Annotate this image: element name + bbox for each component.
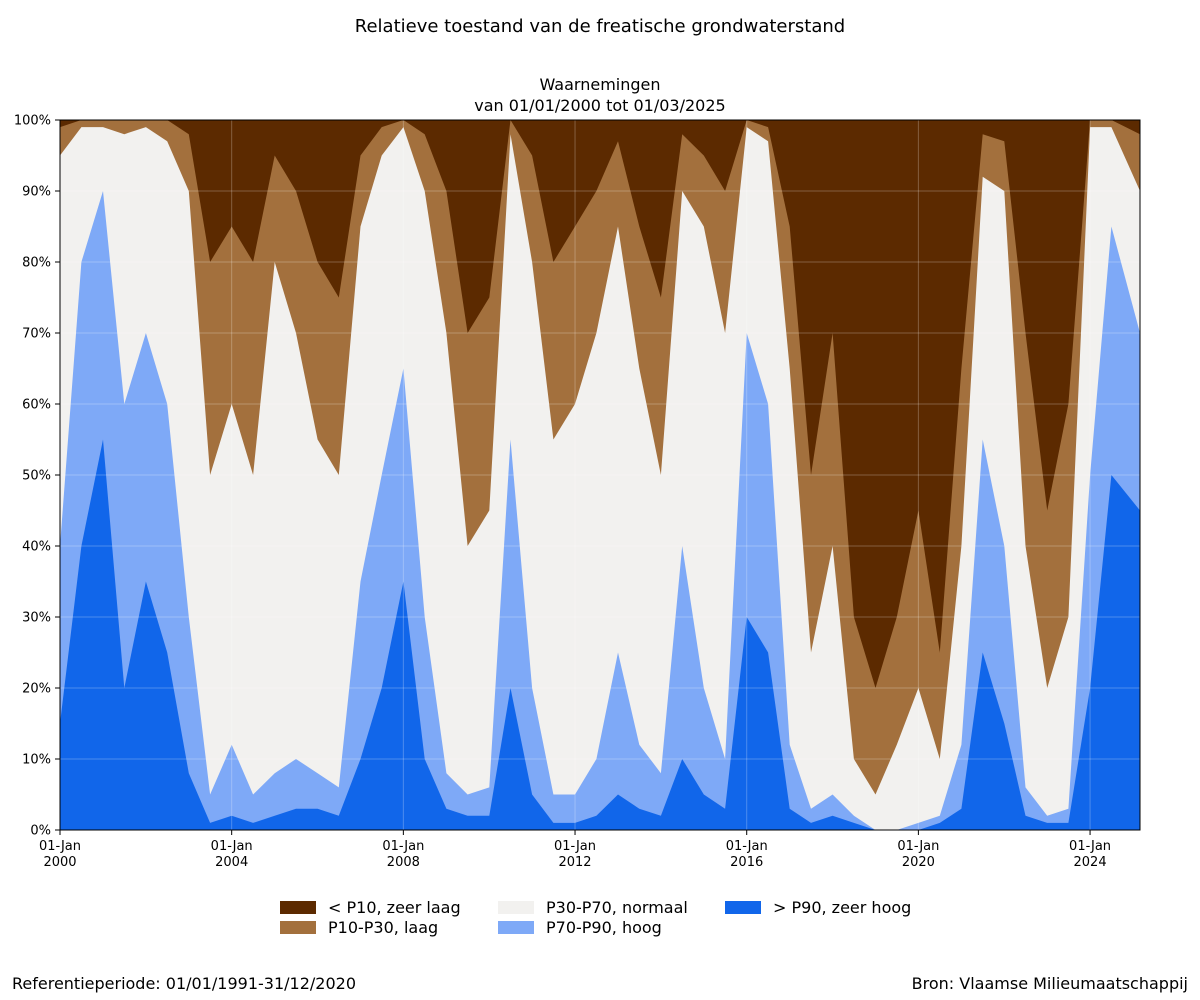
x-tick-label-line2: 2016	[730, 855, 763, 870]
x-tick-label-line2: 2000	[43, 855, 76, 870]
legend-label-hoog: P70-P90, hoog	[546, 918, 662, 937]
x-tick-label-line1: 01-Jan	[897, 839, 939, 854]
legend: < P10, zeer laag P10-P30, laag P30-P70, …	[280, 898, 980, 938]
y-tick-label: 100%	[14, 114, 51, 129]
legend-label-zeer-hoog: > P90, zeer hoog	[773, 898, 912, 917]
band-zeer-hoog	[60, 439, 1140, 830]
legend-label-laag: P10-P30, laag	[328, 918, 439, 937]
legend-label-zeer-laag: < P10, zeer laag	[328, 898, 461, 917]
x-tick-label-line2: 2004	[215, 855, 248, 870]
legend-swatch-normaal	[498, 901, 534, 914]
source-note: Bron: Vlaamse Milieumaatschappij	[911, 974, 1188, 993]
legend-item-zeer-laag: < P10, zeer laag	[280, 898, 461, 917]
x-tick-label-line1: 01-Jan	[554, 839, 596, 854]
legend-swatch-laag	[280, 921, 316, 934]
legend-item-normaal: P30-P70, normaal	[498, 898, 688, 917]
x-tick-label-line2: 2024	[1074, 855, 1107, 870]
y-tick-label: 0%	[30, 824, 51, 839]
legend-swatch-zeer-hoog	[725, 901, 761, 914]
legend-swatch-zeer-laag	[280, 901, 316, 914]
legend-item-zeer-hoog: > P90, zeer hoog	[725, 898, 911, 917]
band-normaal	[60, 127, 1140, 831]
y-tick-label: 50%	[22, 469, 51, 484]
y-tick-label: 70%	[22, 327, 51, 342]
reference-period-note: Referentieperiode: 01/01/1991-31/12/2020	[12, 974, 356, 993]
x-tick-label-line1: 01-Jan	[1069, 839, 1111, 854]
x-tick-label-line2: 2012	[558, 855, 591, 870]
legend-item-laag: P10-P30, laag	[280, 918, 438, 937]
y-tick-label: 80%	[22, 256, 51, 271]
y-tick-label: 60%	[22, 398, 51, 413]
x-tick-label-line2: 2020	[902, 855, 935, 870]
x-tick-label-line1: 01-Jan	[726, 839, 768, 854]
y-tick-label: 30%	[22, 611, 51, 626]
y-tick-label: 40%	[22, 540, 51, 555]
stacked-area-chart: 0%10%20%30%40%50%60%70%80%90%100%01-Jan2…	[14, 114, 1141, 870]
x-tick-label-line1: 01-Jan	[382, 839, 424, 854]
chart-subtitle-line2: van 01/01/2000 tot 01/03/2025	[474, 96, 726, 115]
y-tick-label: 10%	[22, 753, 51, 768]
chart-title: Relatieve toestand van de freatische gro…	[354, 16, 846, 37]
legend-swatch-hoog	[498, 921, 534, 934]
x-tick-label-line2: 2008	[387, 855, 420, 870]
y-tick-label: 90%	[22, 185, 51, 200]
x-tick-label-line1: 01-Jan	[211, 839, 253, 854]
x-tick-label-line1: 01-Jan	[39, 839, 81, 854]
legend-label-normaal: P30-P70, normaal	[546, 898, 688, 917]
chart-subtitle-line1: Waarnemingen	[539, 75, 661, 94]
legend-item-hoog: P70-P90, hoog	[498, 918, 662, 937]
y-tick-label: 20%	[22, 682, 51, 697]
